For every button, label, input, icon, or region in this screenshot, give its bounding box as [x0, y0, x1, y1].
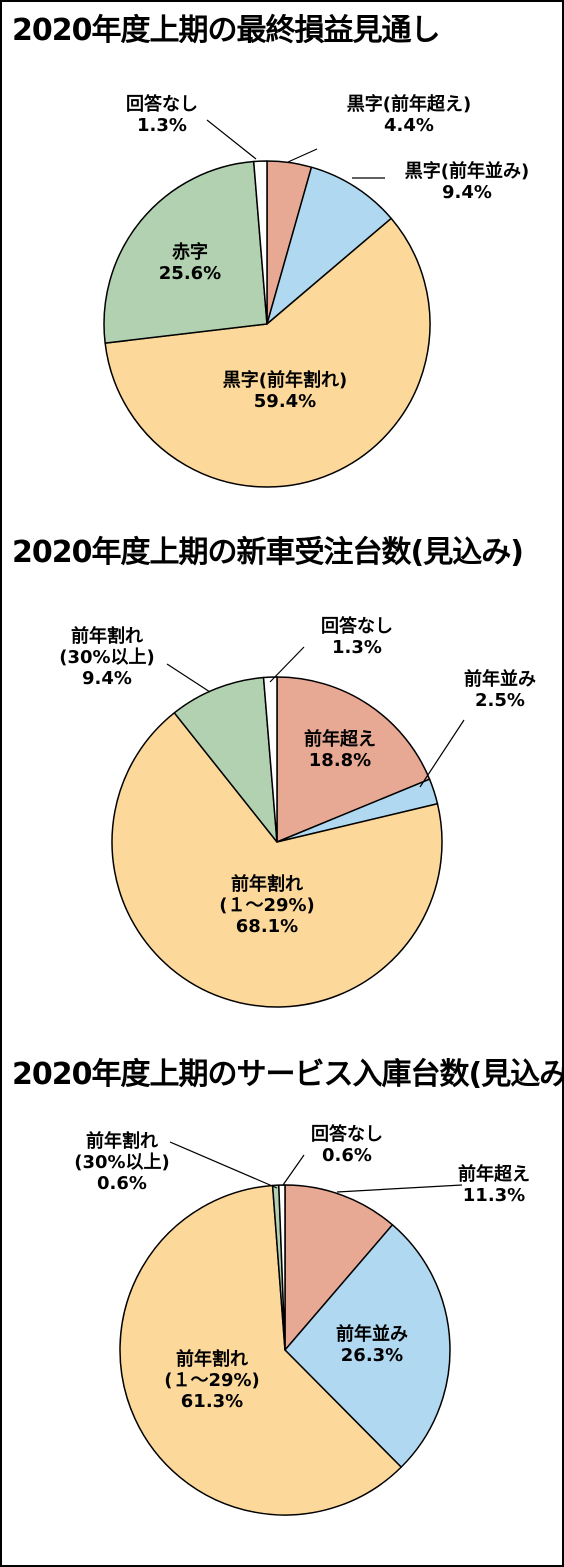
pie-chart-3: 前年超え11.3%前年並み26.3%前年割れ(１～29%)61.3%前年割れ(3…	[74, 1123, 530, 1516]
slice-label: 前年割れ	[86, 1130, 158, 1152]
slice-label: 前年超え	[304, 728, 376, 750]
leader-line	[269, 646, 305, 683]
slice-label: (30%以上)	[59, 647, 155, 668]
slice-value-label: 26.3%	[341, 1345, 403, 1366]
pie-slice	[252, 160, 268, 325]
pie-slice	[284, 1184, 394, 1351]
leader-line	[336, 1184, 463, 1193]
leader-line	[169, 1141, 278, 1189]
pie-slice	[284, 1224, 451, 1468]
slice-label: 前年割れ	[231, 873, 303, 895]
slice-label: (１～29%)	[164, 1370, 260, 1391]
pie-slice	[111, 712, 443, 1008]
slice-label: 回答なし	[321, 615, 393, 637]
slice-value-label: 61.3%	[181, 1391, 243, 1412]
slice-value-label: 0.6%	[322, 1145, 372, 1166]
slice-value-label: 9.4%	[442, 182, 492, 203]
pie-slice	[262, 676, 278, 843]
slice-label: 赤字	[172, 241, 208, 263]
pie-slice	[119, 1184, 402, 1516]
slice-value-label: 2.5%	[475, 690, 525, 711]
slice-label: 回答なし	[126, 93, 198, 115]
slice-label: (１～29%)	[219, 895, 315, 916]
pie-slice	[104, 217, 431, 488]
leader-line	[206, 119, 257, 160]
slice-label: 前年並み	[336, 1323, 408, 1345]
slice-value-label: 0.6%	[97, 1173, 147, 1194]
slice-label: (30%以上)	[74, 1152, 170, 1173]
chart-title-profit-outlook: 2020年度上期の最終損益見通し	[12, 13, 440, 48]
slice-value-label: 25.6%	[159, 263, 221, 284]
slice-label: 黒字(前年並み)	[405, 160, 529, 182]
pie-slice	[103, 160, 268, 344]
leader-line	[287, 148, 318, 163]
slice-value-label: 1.3%	[137, 115, 187, 136]
slice-value-label: 11.3%	[463, 1185, 525, 1206]
pie-chart-2: 前年超え18.8%前年並み2.5%前年割れ(１～29%)68.1%前年割れ(30…	[59, 615, 536, 1008]
leader-line	[282, 1154, 305, 1186]
slice-value-label: 59.4%	[254, 391, 316, 412]
pie-slice	[276, 676, 431, 843]
slice-label: 前年割れ	[176, 1348, 248, 1370]
leader-line	[419, 719, 465, 788]
chart-title-new-car-orders: 2020年度上期の新車受注台数(見込み)	[12, 535, 524, 570]
slice-value-label: 9.4%	[82, 668, 132, 689]
slice-value-label: 68.1%	[236, 916, 298, 937]
slice-value-label: 18.8%	[309, 750, 371, 771]
pie-slice	[173, 676, 278, 843]
slice-value-label: 1.3%	[332, 637, 382, 658]
chart-title-service-intake: 2020年度上期のサービス入庫台数(見込み)	[12, 1057, 564, 1092]
slice-label: 黒字(前年割れ)	[223, 369, 347, 391]
slice-label: 黒字(前年超え)	[347, 93, 471, 115]
slice-label: 前年並み	[464, 668, 536, 690]
pie-chart-1: 黒字(前年超え)4.4% 黒字(前年並み)9.4% 黒字(前年割れ)59.4% 赤字2…	[103, 93, 529, 488]
slice-label: 前年割れ	[71, 625, 143, 647]
leader-line	[166, 663, 211, 693]
pie-slice	[266, 166, 392, 325]
slice-label: 前年超え	[458, 1163, 530, 1185]
slice-label: 回答なし	[311, 1123, 383, 1145]
pie-slice	[278, 1184, 286, 1351]
slice-value-label: 4.4%	[384, 115, 434, 136]
